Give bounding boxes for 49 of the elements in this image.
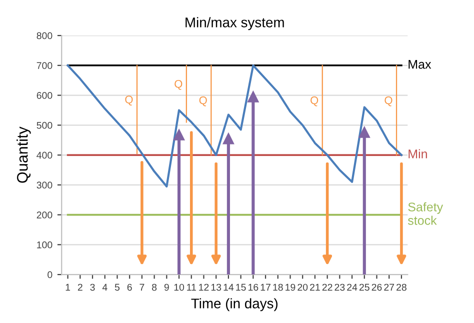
x-tick-label: 8 (152, 284, 157, 291)
x-tick-label: 10 (174, 284, 184, 291)
x-tick-label: 23 (334, 284, 345, 291)
x-tick-label: 22 (322, 284, 332, 291)
annotation: Q (125, 96, 133, 106)
y-axis-title: Quantity (16, 126, 31, 183)
x-tick-label: 2 (78, 284, 82, 291)
y-tick-label: 100 (37, 241, 52, 248)
x-tick-label: 27 (384, 284, 394, 291)
chart-title: Min/max system (186, 17, 284, 30)
x-tick-label: 20 (298, 284, 308, 291)
x-tick-label: 25 (359, 284, 370, 291)
annotation: Q (310, 96, 318, 106)
x-tick-label: 28 (396, 284, 406, 291)
x-tick-label: 19 (286, 284, 296, 291)
line-series (66, 64, 403, 188)
y-tick-label: 400 (36, 152, 52, 159)
x-tick-label: 18 (273, 284, 283, 291)
x-tick-label: 7 (140, 284, 144, 291)
x-tick-label: 1 (66, 284, 70, 291)
y-tick-label: 300 (36, 182, 52, 189)
x-tick-label: 14 (224, 284, 234, 291)
ref-line-label: Max (408, 60, 432, 69)
annotation: Q (384, 96, 392, 106)
x-tick-label: 12 (199, 284, 209, 291)
x-tick-label: 24 (347, 284, 358, 291)
x-tick-label: 16 (248, 284, 258, 291)
x-tick-label: 4 (102, 284, 108, 291)
y-tick-label: 0 (48, 271, 52, 278)
y-tick-label: 700 (36, 62, 52, 70)
ref-line-label: Safety stock (408, 202, 444, 225)
x-tick-label: 26 (372, 284, 382, 291)
x-tick-label: 21 (310, 284, 320, 291)
x-tick-label: 9 (164, 284, 169, 291)
x-tick-label: 17 (260, 284, 270, 291)
x-tick-label: 6 (127, 284, 132, 291)
x-tick-label: 15 (236, 284, 246, 291)
x-tick-label: 11 (187, 284, 196, 291)
y-tick-label: 600 (36, 92, 52, 99)
x-axis-title: Time (in days) (191, 298, 278, 312)
x-tick-label: 13 (211, 284, 222, 291)
ref-line-label: Min (408, 149, 427, 158)
x-tick-label: 5 (114, 284, 120, 291)
annotation: Q (199, 96, 207, 106)
annotation: Q (174, 80, 182, 90)
x-tick-label: 3 (90, 284, 95, 291)
y-tick-label: 200 (36, 212, 52, 218)
y-tick-label: 800 (36, 32, 52, 40)
y-tick-label: 500 (36, 122, 52, 129)
